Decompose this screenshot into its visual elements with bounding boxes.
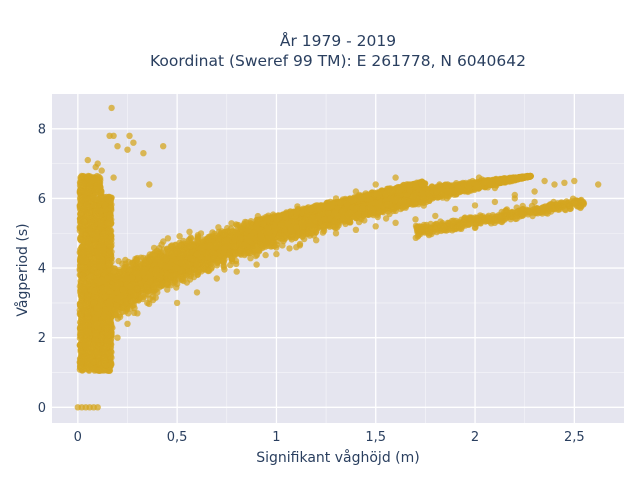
data-point bbox=[80, 249, 87, 256]
data-point bbox=[87, 246, 94, 254]
data-point bbox=[106, 211, 113, 219]
data-point bbox=[97, 220, 104, 227]
data-point bbox=[105, 196, 113, 204]
data-point bbox=[77, 176, 84, 183]
data-point bbox=[80, 218, 88, 225]
data-point bbox=[78, 315, 85, 322]
data-point bbox=[77, 348, 84, 355]
data-point bbox=[77, 236, 85, 244]
data-point bbox=[90, 358, 97, 366]
data-point bbox=[101, 346, 108, 353]
data-point bbox=[105, 228, 112, 236]
data-point bbox=[78, 294, 85, 301]
data-point bbox=[84, 238, 92, 245]
data-point bbox=[80, 275, 87, 282]
data-point bbox=[83, 201, 91, 208]
data-point bbox=[84, 210, 91, 217]
data-point bbox=[105, 260, 113, 267]
data-point bbox=[99, 256, 106, 264]
data-point bbox=[106, 367, 114, 374]
data-point bbox=[102, 206, 109, 213]
data-point bbox=[104, 238, 111, 245]
data-point bbox=[101, 354, 108, 361]
data-point bbox=[102, 362, 110, 369]
data-point bbox=[92, 189, 100, 196]
data-point bbox=[79, 227, 86, 235]
data-point bbox=[80, 265, 88, 273]
data-point bbox=[82, 327, 90, 335]
data-points bbox=[74, 104, 602, 411]
